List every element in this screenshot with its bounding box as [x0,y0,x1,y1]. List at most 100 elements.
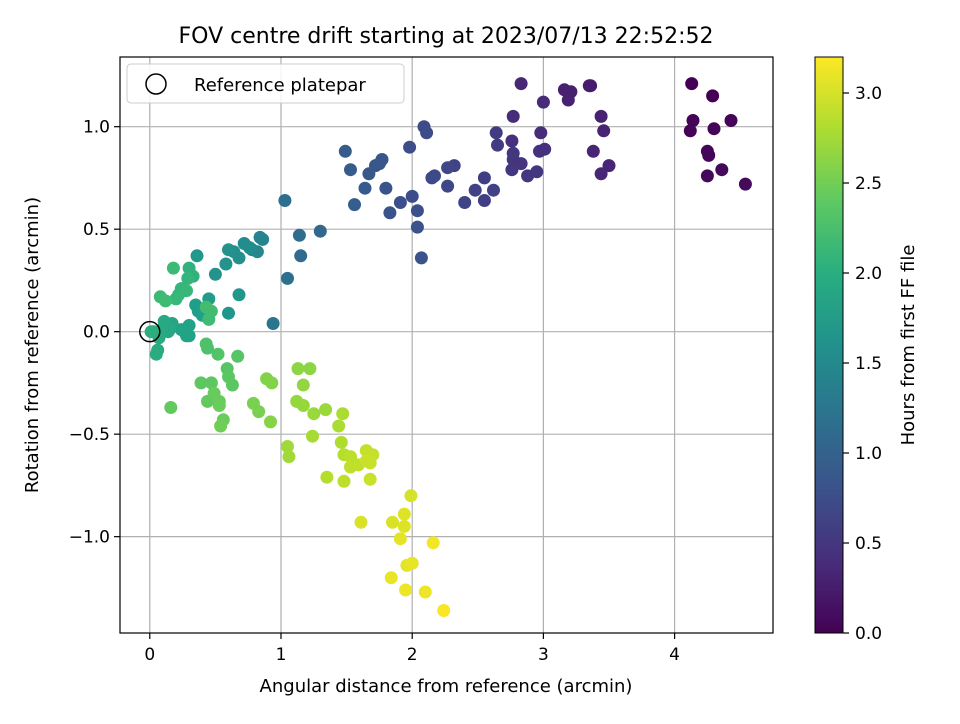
scatter-point [225,378,239,392]
scatter-point [420,126,434,140]
scatter-point [219,257,233,271]
x-tick-label: 1 [276,645,287,665]
y-axis: −1.0 −0.5 0.0 0.5 1.0 [69,118,120,548]
scatter-point [418,585,432,599]
scatter-point [506,109,520,123]
legend: Reference platepar [126,63,405,104]
scatter-point [506,146,520,160]
scatter-point [337,474,351,488]
scatter-point [222,306,235,320]
scatter-point [294,249,308,263]
scatter-point [514,77,528,91]
scatter-point [338,144,352,158]
scatter-point [534,126,548,140]
scatter-point [282,450,296,464]
scatter-point [348,198,361,212]
x-axis: 0 1 2 3 4 [144,633,680,665]
scatter-point [232,288,246,302]
scatter-point [487,183,500,197]
scatter-point [491,138,504,152]
scatter-point [410,204,424,218]
scatter-point [334,435,348,449]
scatter-point [686,114,700,127]
colorbar-tick-label: 2.5 [855,174,882,194]
chart-title: FOV centre drift starting at 2023/07/13 … [179,24,714,49]
scatter-point [384,571,398,585]
scatter-point [144,325,158,339]
y-tick-label: 0.5 [83,220,110,240]
scatter-point [393,532,407,546]
colorbar-tick-label: 0.0 [855,624,882,644]
scatter-point [159,294,172,308]
scatter-point [530,165,544,179]
scatter-point [379,181,393,195]
scatter-point [489,126,503,140]
scatter-point [164,401,178,414]
scatter-point [204,304,218,318]
colorbar-tick-label: 2.0 [855,264,882,284]
legend-label: Reference platepar [194,75,366,96]
scatter-point [715,163,729,177]
scatter-point [358,181,372,195]
x-tick-label: 4 [669,645,680,665]
scatter-point [477,194,491,207]
scatter-point [514,157,528,171]
scatter-point [724,114,738,127]
scatter-point [169,292,183,306]
scatter-point [237,237,251,250]
x-tick-label: 2 [407,645,418,665]
scatter-point [291,362,305,376]
scatter-point [397,507,411,521]
reference-layer [139,320,161,343]
legend-marker-icon [145,73,167,95]
scatter-point [683,124,697,138]
scatter-point [372,157,386,171]
reference-platepar-marker [139,320,161,343]
scatter-point [458,196,472,209]
colorbar-tick-label: 1.0 [855,444,882,464]
scatter-point [477,171,491,185]
scatter-point [149,347,163,361]
scatter-point [594,167,608,181]
scatter-point [212,399,226,412]
colorbar-tick-label: 1.5 [855,354,882,374]
scatter-point [586,144,600,158]
legend-box [126,63,405,104]
scatter-point [437,604,451,617]
scatter-point [505,163,519,177]
scatter-point [359,454,373,468]
y-tick-label: −0.5 [69,425,110,445]
scatter-point [706,89,720,103]
scatter-point [441,161,455,175]
scatter-point [256,232,270,246]
colorbar-label: Hours from first FF file [898,245,919,446]
scatter-point [264,415,277,429]
scatter-point [307,407,321,421]
scatter-point [204,376,218,390]
scatter-point [278,194,292,207]
y-tick-label: −1.0 [69,528,110,548]
scatter-point [211,347,225,361]
scatter-point [538,142,552,156]
grid-layer [120,57,773,633]
scatter-point [425,171,439,185]
scatter-point [266,317,280,330]
x-tick-label: 3 [538,645,549,665]
scatter-point [363,472,377,486]
scatter-point [441,179,455,193]
scatter-point [344,450,357,464]
colorbar-tick-label: 3.0 [855,84,882,104]
scatter-point [426,536,440,550]
scatter-point [180,284,193,298]
scatter-point [383,206,397,220]
colorbar-ticks: 0.0 0.5 1.0 1.5 2.0 2.5 3.0 [843,84,882,644]
scatter-point [404,489,418,503]
x-tick-label: 0 [144,645,155,665]
scatter-point [252,405,266,419]
scatter-point [181,271,195,285]
scatter-point [399,583,413,597]
y-tick-label: 0.0 [83,323,110,343]
scatter-point [344,163,357,177]
